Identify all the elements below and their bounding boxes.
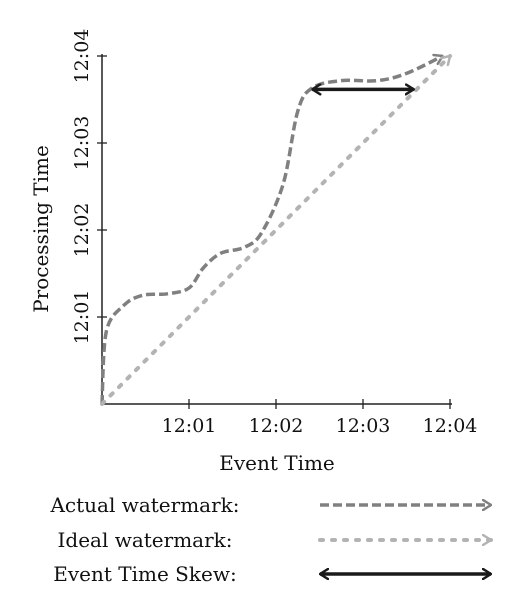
x-tick-label: 12:01	[162, 415, 217, 437]
y-tick-label: 12:02	[71, 203, 93, 258]
x-axis-label: Event Time	[219, 451, 335, 475]
ideal-watermark-line	[100, 54, 452, 406]
actual-watermark-line	[100, 56, 443, 405]
y-axis-label: Processing Time	[29, 145, 53, 313]
tick-labels: 12:01 12:02 12:03 12:04 12:01 12:02 12:03 12:04	[71, 29, 477, 437]
x-tick-label: 12:02	[249, 415, 304, 437]
legend-label-ideal: Ideal watermark:	[58, 528, 233, 552]
legend-label-skew: Event Time Skew:	[53, 562, 236, 586]
legend: Actual watermark: Ideal watermark: Event…	[49, 493, 493, 586]
y-tick-label: 12:01	[71, 290, 93, 345]
y-tick-label: 12:03	[71, 116, 93, 171]
series-lines	[100, 54, 452, 406]
axes	[101, 54, 452, 405]
legend-label-actual: Actual watermark:	[49, 493, 239, 517]
x-tick-label: 12:04	[423, 415, 478, 437]
x-tick-label: 12:03	[336, 415, 391, 437]
y-tick-label: 12:04	[71, 29, 93, 84]
tick-marks	[97, 55, 451, 409]
